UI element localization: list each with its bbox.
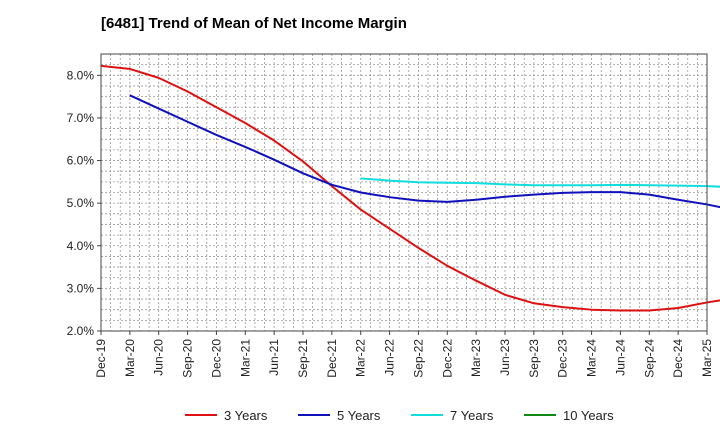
x-tick-label: Jun-20 [152,339,166,376]
y-tick-label: 5.0% [67,196,95,210]
x-tick-label: Dec-22 [440,339,454,378]
grid [101,54,707,331]
y-tick-label: 7.0% [67,111,95,125]
y-tick-label: 3.0% [67,281,95,295]
y-tick-label: 6.0% [67,154,95,168]
legend-label-10-years: 10 Years [563,408,614,423]
y-tick-label: 2.0% [67,324,95,338]
x-tick-label: Sep-22 [411,339,425,378]
x-tick-label: Sep-23 [527,339,541,378]
x-tick-label: Mar-24 [585,339,599,377]
x-tick-label: Dec-23 [556,339,570,378]
y-tick-label: 4.0% [67,239,95,253]
x-tick-label: Dec-20 [209,339,223,378]
plot-frame [100,53,708,332]
x-tick-label: Jun-24 [613,339,627,376]
series-line-5-years [129,94,720,209]
y-tick-label: 8.0% [67,68,95,82]
x-tick-label: Dec-24 [671,339,685,378]
series-line-7-years [360,177,720,188]
y-axis-ticks: 2.0% 3.0% 4.0% 5.0% 6.0% 7.0% 8.0% [67,68,101,338]
x-tick-label: Jun-21 [267,339,281,376]
x-tick-label: Mar-21 [238,339,252,377]
x-tick-label: Sep-24 [642,339,656,378]
x-tick-label: Mar-20 [123,339,137,377]
x-tick-label: Mar-23 [469,339,483,377]
x-tick-label: Sep-21 [296,339,310,378]
x-tick-label: Jun-22 [383,339,397,376]
legend-label-3-years: 3 Years [224,408,268,423]
x-tick-label: Dec-21 [325,339,339,378]
x-tick-label: Sep-20 [181,339,195,378]
x-axis-ticks: Dec-19 Mar-20 Jun-20 Sep-20 Dec-20 Mar-21 Jun-… [94,331,714,378]
x-tick-label: Mar-22 [354,339,368,377]
x-tick-label: Jun-23 [498,339,512,376]
legend: 3 Years 5 Years 7 Years 10 Years [185,408,614,423]
series-line-3-years [100,64,720,312]
legend-label-7-years: 7 Years [450,408,494,423]
chart-title: [6481] Trend of Mean of Net Income Margi… [101,15,407,32]
x-tick-label: Dec-19 [94,339,108,378]
series-lines [100,64,720,312]
legend-label-5-years: 5 Years [337,408,381,423]
x-tick-label: Mar-25 [700,339,714,377]
